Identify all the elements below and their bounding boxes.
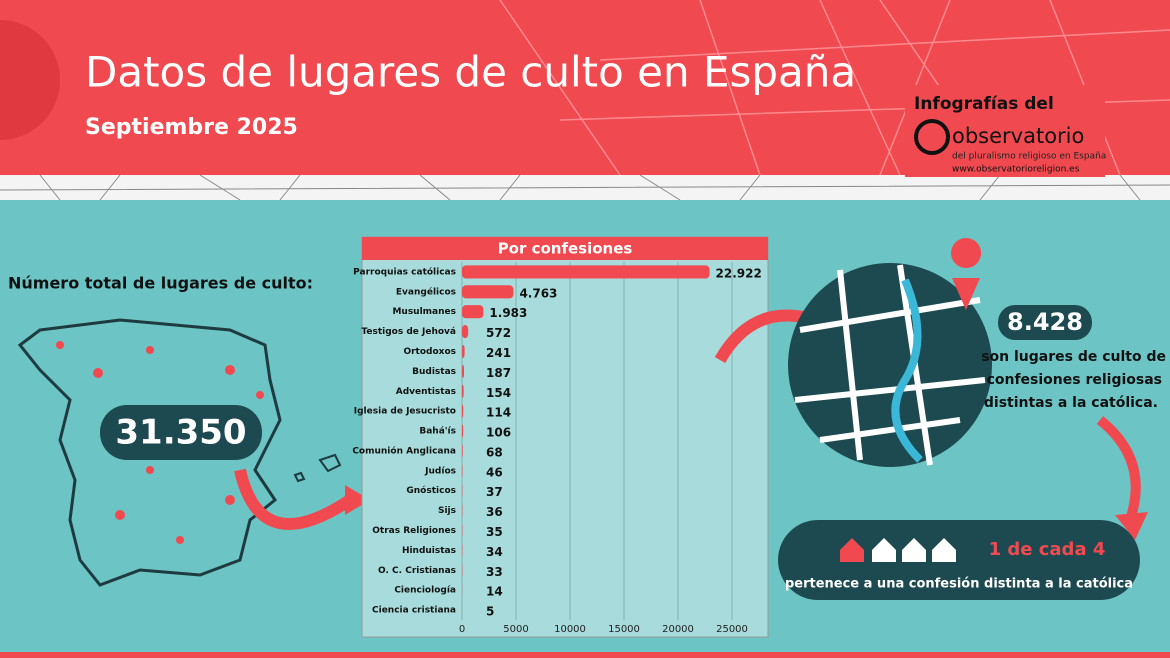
title: Datos de lugares de culto en España: [85, 48, 856, 97]
chart-title: Por confesiones: [498, 240, 633, 258]
value-label: 14: [486, 585, 503, 599]
bar-chart: Por confesiones 0 5000 10000 15000 20000 2500…: [352, 236, 769, 638]
value-label: 154: [486, 386, 511, 400]
y-tick-label: Iglesia de Jesucristo: [354, 407, 456, 417]
bar: [462, 305, 484, 319]
value-label: 187: [486, 366, 511, 380]
value-label: 5: [486, 605, 494, 619]
logo-name: observatorio: [952, 124, 1084, 148]
value-label: 34: [486, 545, 503, 559]
value-label: 4.763: [519, 286, 557, 300]
logo-url: www.observatorioreligion.es: [952, 165, 1080, 175]
value-label: 33: [486, 565, 503, 579]
logo-circle: [914, 119, 950, 155]
x-tick-label: 10000: [554, 624, 586, 635]
total-value: 31.350: [115, 413, 246, 453]
y-tick-label: Gnósticos: [406, 485, 456, 496]
y-tick-label: Hinduistas: [402, 546, 456, 556]
logo-box: [905, 85, 1105, 177]
y-tick-label: Parroquias católicas: [353, 266, 456, 277]
chart-panel: [361, 236, 769, 638]
arrow-down: [1096, 416, 1141, 522]
value-label: 37: [486, 485, 503, 499]
house-icons: [840, 538, 956, 562]
logo-intro: Infografías del: [914, 94, 1054, 114]
bar: [462, 404, 464, 418]
map-dots: [56, 341, 264, 544]
value-label: 35: [486, 525, 503, 539]
subtitle: Septiembre 2025: [85, 115, 298, 140]
y-tick-label: Cienciología: [394, 586, 456, 596]
strip-texture: [0, 174, 1170, 201]
x-tick-label: 15000: [608, 624, 640, 635]
ratio-headline: 1 de cada 4: [989, 539, 1106, 560]
bar: [462, 265, 710, 279]
river: [891, 278, 923, 463]
islands: [293, 453, 342, 483]
y-tick-label: Bahá'ís: [419, 427, 456, 437]
city-circle: [788, 263, 992, 467]
value-label: 68: [486, 445, 503, 459]
non-catholic-line: son lugares de culto de: [981, 349, 1166, 365]
y-tick-label: Sijs: [438, 506, 456, 516]
value-label: 36: [486, 505, 503, 519]
y-tick-label: Ortodoxos: [403, 347, 456, 357]
value-label: 114: [486, 406, 511, 420]
total-badge: [100, 405, 262, 460]
y-tick-label: Judíos: [424, 466, 456, 476]
corner-circle: [0, 20, 60, 140]
x-tick-label: 25000: [716, 624, 748, 635]
bar: [462, 384, 464, 398]
total-label: Número total de lugares de culto:: [8, 274, 313, 293]
value-label: 241: [486, 346, 511, 360]
value-label: 46: [486, 465, 503, 479]
footer-band: [0, 652, 1170, 658]
y-tick-label: Otras Religiones: [372, 526, 456, 536]
arrow-left: [234, 468, 354, 530]
non-catholic-badge: [998, 305, 1092, 340]
ratio-text: pertenece a una confesión distinta a la …: [785, 577, 1133, 592]
ratio-pill: [778, 520, 1140, 600]
y-tick-label: Evangélicos: [396, 286, 456, 297]
bar: [462, 444, 463, 458]
x-tick-label: 0: [459, 624, 465, 635]
y-tick-label: Musulmanes: [392, 307, 456, 317]
bar: [462, 344, 465, 359]
arrowhead-down: [1115, 512, 1148, 540]
value-label: 106: [486, 426, 511, 440]
y-tick-label: Adventistas: [396, 387, 456, 397]
non-catholic-value: 8.428: [1007, 308, 1083, 336]
bar: [462, 285, 514, 299]
logo-tagline: del pluralismo religioso en España: [952, 152, 1106, 162]
bar: [462, 364, 465, 378]
non-catholic-line: distintas a la católica.: [984, 395, 1158, 411]
value-label: 22.922: [716, 266, 762, 280]
value-label: 1.983: [489, 306, 527, 320]
bar: [462, 325, 469, 339]
x-tick-label: 20000: [662, 624, 694, 635]
x-tick-label: 5000: [503, 624, 528, 635]
location-pin: [951, 238, 982, 310]
y-tick-label: Comunión Anglicana: [352, 445, 456, 456]
city-streets: [794, 264, 986, 466]
bar: [462, 424, 464, 438]
arrowhead-left: [345, 485, 370, 515]
y-tick-label: O. C. Cristianas: [378, 566, 456, 576]
non-catholic-line: confesiones religiosas: [987, 372, 1162, 388]
y-tick-label: Budistas: [412, 367, 456, 377]
y-tick-label: Ciencia cristiana: [372, 606, 456, 616]
chart-header: [362, 237, 768, 260]
value-label: 572: [486, 326, 511, 340]
y-tick-label: Testigos de Jehová: [361, 327, 456, 337]
